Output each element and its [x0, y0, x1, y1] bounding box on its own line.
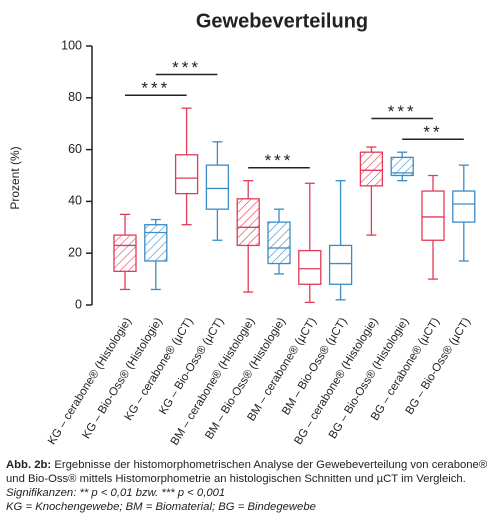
y-tick-label: 100 [61, 38, 82, 52]
y-tick-label: 40 [68, 194, 82, 208]
box [144, 224, 168, 262]
box [390, 156, 414, 177]
y-axis-label: Prozent (%) [8, 146, 22, 209]
caption: Abb. 2b: Ergebnisse der histomorphometri… [6, 458, 498, 514]
box [452, 190, 476, 223]
y-tick-label: 60 [68, 142, 82, 156]
caption-label: Abb. 2b: [6, 459, 52, 471]
box [205, 164, 230, 210]
significance-label: ** [423, 123, 442, 142]
chart-title: Gewebeverteilung [196, 10, 368, 32]
caption-abbreviations: KG = Knochengewebe; BM = Biomaterial; BG… [6, 501, 316, 513]
chart: Gewebeverteilung Prozent (%) 0 20 40 60 80 10… [8, 10, 476, 448]
box [236, 198, 260, 247]
y-tick-label: 0 [75, 297, 82, 311]
significance-label: *** [265, 151, 294, 170]
significance-label: *** [141, 79, 170, 98]
box [328, 244, 353, 285]
caption-text: Ergebnisse der histomorphometrischen Ana… [6, 459, 488, 485]
significance-label: *** [388, 102, 417, 121]
box [174, 154, 199, 195]
y-tick-label: 20 [68, 245, 82, 259]
box [359, 151, 384, 187]
significance-label: *** [172, 58, 201, 77]
box [113, 234, 137, 272]
box [298, 249, 322, 285]
caption-significance: Signifikanzen: ** p < 0,01 bzw. *** p < … [6, 487, 226, 499]
box [267, 221, 291, 265]
box [421, 190, 445, 241]
y-tick-label: 80 [68, 90, 82, 104]
